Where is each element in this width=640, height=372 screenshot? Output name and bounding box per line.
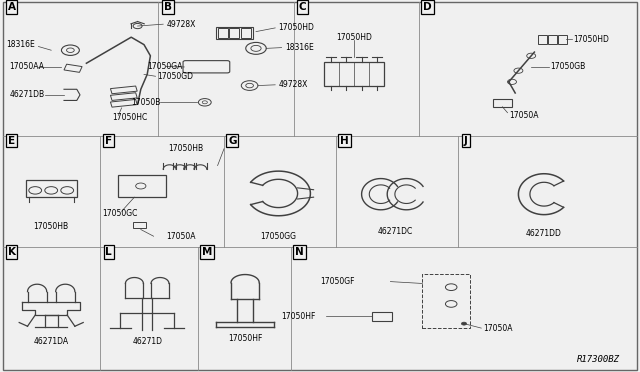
Text: 17050A: 17050A <box>509 111 538 120</box>
Text: K: K <box>8 247 15 257</box>
Bar <box>64 64 82 72</box>
Text: 46271DB: 46271DB <box>10 90 45 99</box>
Text: N: N <box>295 247 304 257</box>
Text: J: J <box>464 136 468 145</box>
Text: 17050HB: 17050HB <box>168 144 203 153</box>
Text: G: G <box>228 136 237 145</box>
Text: 17050A: 17050A <box>166 232 196 241</box>
Text: 17050HC: 17050HC <box>112 113 147 122</box>
Text: 17050GB: 17050GB <box>550 62 586 71</box>
Bar <box>422 274 470 328</box>
Bar <box>133 222 146 228</box>
Text: C: C <box>299 2 307 12</box>
Text: 17050A: 17050A <box>483 324 513 333</box>
Bar <box>558 35 567 44</box>
FancyBboxPatch shape <box>3 2 637 370</box>
Text: 17050HF: 17050HF <box>228 334 262 343</box>
Text: 49728X: 49728X <box>278 80 308 89</box>
Text: 17050GD: 17050GD <box>157 72 193 81</box>
Text: 17050HD: 17050HD <box>573 35 609 44</box>
Text: 46271DD: 46271DD <box>526 229 562 238</box>
Bar <box>229 28 239 38</box>
Text: 17050GA: 17050GA <box>147 62 182 71</box>
Bar <box>372 312 392 321</box>
Bar <box>118 175 166 197</box>
Bar <box>548 35 557 44</box>
Text: 17050HD: 17050HD <box>278 23 314 32</box>
Text: H: H <box>340 136 349 145</box>
Text: 46271DC: 46271DC <box>377 227 413 236</box>
Circle shape <box>461 322 467 325</box>
Text: 46271DA: 46271DA <box>34 337 68 346</box>
Text: 17050HB: 17050HB <box>34 222 68 231</box>
Bar <box>218 28 228 38</box>
Text: A: A <box>8 2 15 12</box>
Bar <box>26 180 77 197</box>
Text: R17300BZ: R17300BZ <box>577 355 620 364</box>
Text: B: B <box>164 2 172 12</box>
Bar <box>493 99 512 107</box>
Text: E: E <box>8 136 15 145</box>
Text: 17050HD: 17050HD <box>336 33 372 42</box>
Text: 46271D: 46271D <box>132 337 162 346</box>
Bar <box>216 27 253 39</box>
Text: 17050GG: 17050GG <box>260 232 296 241</box>
Bar <box>111 93 137 100</box>
Text: F: F <box>105 136 113 145</box>
Text: 17050GF: 17050GF <box>320 277 355 286</box>
Bar <box>111 99 137 107</box>
Text: 49728X: 49728X <box>166 20 196 29</box>
Text: 18316E: 18316E <box>6 40 35 49</box>
Text: 17050HF: 17050HF <box>282 312 316 321</box>
Bar <box>241 28 251 38</box>
Text: D: D <box>423 2 432 12</box>
Bar <box>111 86 137 94</box>
Text: M: M <box>202 247 212 257</box>
Text: 17050GC: 17050GC <box>102 209 138 218</box>
Bar <box>324 62 385 86</box>
Bar <box>538 35 547 44</box>
Text: 17050AA: 17050AA <box>10 62 45 71</box>
Text: 18316E: 18316E <box>285 43 314 52</box>
Text: L: L <box>106 247 112 257</box>
Text: 17050B: 17050B <box>131 98 161 107</box>
